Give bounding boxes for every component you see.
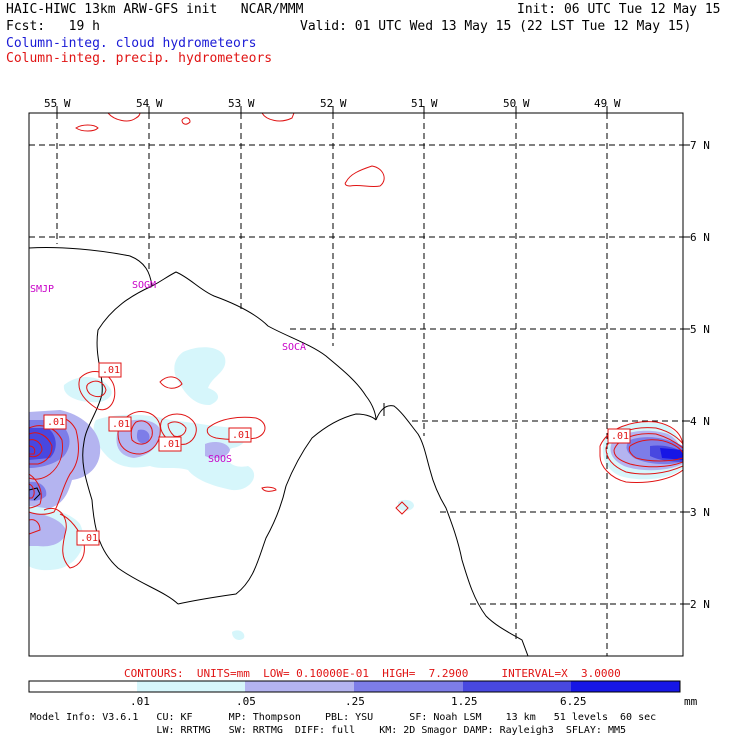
colorbar-tick: .01 <box>130 695 150 708</box>
model-info-line1: Model Info: V3.6.1 CU: KF MP: Thompson P… <box>30 712 657 723</box>
lat-label: 2 N <box>690 598 710 611</box>
lon-label: 55 W <box>44 97 71 110</box>
station-label: SMJP <box>30 284 55 295</box>
contour-label: .01 <box>611 431 630 442</box>
model-info-line2: LW: RRTMG SW: RRTMG DIFF: full KM: 2D Sm… <box>30 725 627 736</box>
graticule <box>29 113 683 656</box>
colorbar-tick: .05 <box>236 695 256 708</box>
contour-label-boxes <box>43 362 631 546</box>
lat-label: 3 N <box>690 506 710 519</box>
lon-label: 49 W <box>594 97 621 110</box>
valid-time: Valid: 01 UTC Wed 13 May 15 (22 LST Tue … <box>300 19 692 34</box>
header-title: HAIC-HIWC 13km ARW-GFS init NCAR/MMM <box>6 2 304 17</box>
lon-label: 50 W <box>503 97 530 110</box>
lat-label: 7 N <box>690 139 710 152</box>
precip-contours <box>29 113 683 569</box>
init-time: Init: 06 UTC Tue 12 May 15 <box>517 2 721 17</box>
contour-label: .01 <box>47 417 66 428</box>
lon-label: 53 W <box>228 97 255 110</box>
lat-label: 5 N <box>690 323 710 336</box>
map-frame <box>28 112 684 657</box>
contour-label: .01 <box>102 365 121 376</box>
colorbar-tick: .25 <box>345 695 365 708</box>
colorbar-tick: 1.25 <box>451 695 478 708</box>
cloud-shading <box>29 347 683 640</box>
lat-label: 6 N <box>690 231 710 244</box>
colorbar-tick: 6.25 <box>560 695 587 708</box>
field-precip-label: Column-integ. precip. hydrometeors <box>6 51 273 66</box>
coastlines <box>29 246 529 656</box>
lon-label: 51 W <box>411 97 438 110</box>
colorbar-unit: mm <box>684 695 698 708</box>
station-label: SOOS <box>208 454 233 465</box>
station-label: SOGM <box>132 280 157 291</box>
forecast-hour: Fcst: 19 h <box>6 19 100 34</box>
field-cloud-label: Column-integ. cloud hydrometeors <box>6 36 257 51</box>
axis-ticks <box>56 106 690 605</box>
contour-label: .01 <box>112 419 131 430</box>
contour-label: .01 <box>232 430 251 441</box>
station-label: SOCA <box>282 342 307 353</box>
contour-info: CONTOURS: UNITS=mm LOW= 0.10000E-01 HIGH… <box>124 667 621 680</box>
contour-label: .01 <box>162 439 181 450</box>
contour-label: .01 <box>80 533 99 544</box>
lon-label: 54 W <box>136 97 163 110</box>
lat-label: 4 N <box>690 415 710 428</box>
lon-label: 52 W <box>320 97 347 110</box>
